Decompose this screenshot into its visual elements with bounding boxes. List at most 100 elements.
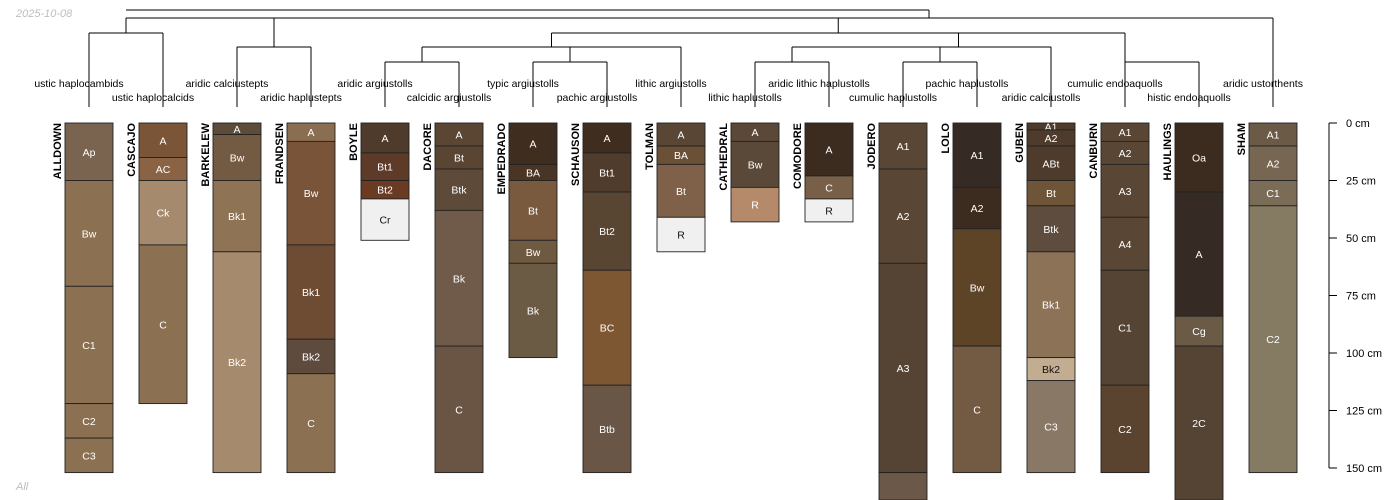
horizon-cathedral-2 [730, 186, 780, 223]
profile-jodero: A1 A2 A3 JODERO [866, 122, 928, 500]
profile-name: SCHAUSON [570, 123, 582, 186]
horizon-label: C2 [1266, 334, 1280, 346]
horizon-label: A [825, 144, 832, 156]
horizon-frandsen-2 [286, 244, 336, 340]
horizon-label: Bk [453, 273, 466, 285]
horizon-label: Bt [676, 186, 686, 198]
horizon-schauson-2 [582, 191, 632, 271]
horizon-label: A2 [897, 211, 910, 223]
horizon-schauson-0 [582, 122, 632, 154]
horizon-label: BC [600, 323, 615, 335]
horizon-label: A1 [897, 141, 910, 153]
horizon-label: Bk [527, 305, 540, 317]
horizon-boyle-3 [360, 198, 410, 241]
dendrogram-label: pachic haplustolls [926, 78, 1009, 90]
horizon-guben-2 [1026, 145, 1076, 181]
dendrogram-label: pachic argiustolls [557, 92, 638, 104]
horizon-dacore-4 [434, 345, 484, 474]
dendrogram-label: aridic lithic haplustolls [768, 78, 870, 90]
horizon-cascajo-3 [138, 244, 188, 405]
horizon-label: Btk [451, 185, 467, 197]
horizon-label: A [159, 135, 166, 147]
horizon-label: A2 [1267, 158, 1280, 170]
horizon-label: ABt [1043, 158, 1060, 170]
dendrogram-label: aridic calciustepts [186, 78, 269, 90]
horizon-label: A [233, 124, 240, 136]
horizon-label: C [455, 404, 463, 416]
horizon-frandsen-3 [286, 338, 336, 375]
profile-name: CANBURN [1088, 123, 1100, 179]
axis-tick-label: 25 cm [1346, 176, 1376, 188]
axis-tick-label: 50 cm [1346, 233, 1376, 245]
horizon-cascajo-2 [138, 180, 188, 246]
horizon-label: C [973, 404, 981, 416]
profile-empedrado: A BA Bt Bw Bk EMPEDRADO [496, 122, 558, 359]
profile-frandsen: A Bw Bk1 Bk2 C FRANDSEN [274, 122, 336, 474]
profile-name: TOLMAN [644, 123, 656, 170]
horizon-label: A [603, 133, 610, 145]
horizon-comodore-0 [804, 122, 854, 177]
horizon-label: Ap [83, 147, 96, 159]
horizon-label: C [307, 418, 315, 430]
horizon-alldown-2 [64, 285, 114, 405]
profile-dacore: A Bt Btk Bk C DACORE [422, 122, 484, 474]
horizon-alldown-4 [64, 437, 114, 474]
horizon-label: C [159, 319, 167, 331]
horizon-boyle-1 [360, 152, 410, 181]
profile-lolo: A1 A2 Bw C LOLO [940, 122, 1002, 474]
axis-tick-label: 75 cm [1346, 291, 1376, 303]
horizon-sham-1 [1248, 145, 1298, 181]
horizon-label: BA [526, 167, 540, 179]
horizon-label: R [677, 230, 685, 242]
horizon-label: R [825, 205, 833, 217]
horizon-comodore-2 [804, 198, 854, 223]
horizon-label: R [751, 200, 759, 212]
horizon-tolman-3 [656, 216, 706, 253]
horizon-label: A [307, 127, 314, 139]
horizon-guben-7 [1026, 380, 1076, 474]
horizon-lolo-3 [952, 345, 1002, 474]
horizon-label: C2 [82, 416, 96, 428]
dendrogram-label: ustic haplocambids [34, 78, 123, 90]
horizon-label: Bk1 [228, 211, 246, 223]
horizon-lolo-0 [952, 122, 1002, 188]
horizon-boyle-0 [360, 122, 410, 154]
horizon-label: Ck [157, 208, 171, 220]
horizon-sham-2 [1248, 180, 1298, 207]
dendrogram-label: aridic haplustepts [260, 92, 342, 104]
horizon-canburn-5 [1100, 384, 1150, 474]
profile-cascajo: A AC Ck C CASCAJO [126, 122, 188, 405]
horizon-alldown-3 [64, 403, 114, 439]
horizon-label: Bt1 [377, 162, 393, 174]
horizon-label: Bk2 [1042, 364, 1060, 376]
horizon-label: Bw [526, 247, 541, 259]
horizon-sham-3 [1248, 205, 1298, 474]
horizon-schauson-1 [582, 152, 632, 193]
profile-name: JODERO [866, 123, 878, 170]
horizon-lolo-1 [952, 186, 1002, 230]
horizon-empedrado-4 [508, 262, 558, 359]
horizon-schauson-3 [582, 269, 632, 386]
horizon-label: A2 [1045, 133, 1058, 145]
horizon-jodero-0 [878, 122, 928, 170]
horizon-label: A4 [1119, 239, 1132, 251]
profile-name: BOYLE [348, 123, 360, 161]
horizon-label: Btb [599, 424, 615, 436]
dendrogram-label: lithic argiustolls [635, 78, 706, 90]
horizon-label: Bw [82, 228, 97, 240]
horizon-label: A [677, 130, 684, 142]
horizon-label: A1 [971, 150, 984, 162]
horizon-label: Bw [304, 188, 319, 200]
horizon-label: A1 [1267, 130, 1280, 142]
horizon-alldown-1 [64, 180, 114, 287]
horizon-label: Oa [1192, 153, 1206, 165]
profile-alldown: Ap Bw C1 C2 C3 ALLDOWN [52, 122, 114, 474]
horizon-label: A [1195, 249, 1202, 261]
profile-name: EMPEDRADO [496, 123, 508, 195]
horizon-empedrado-0 [508, 122, 558, 165]
horizon-label: C1 [82, 340, 96, 352]
horizon-label: AC [156, 164, 171, 176]
dendrogram-label: histic endoaquolls [1147, 92, 1230, 104]
